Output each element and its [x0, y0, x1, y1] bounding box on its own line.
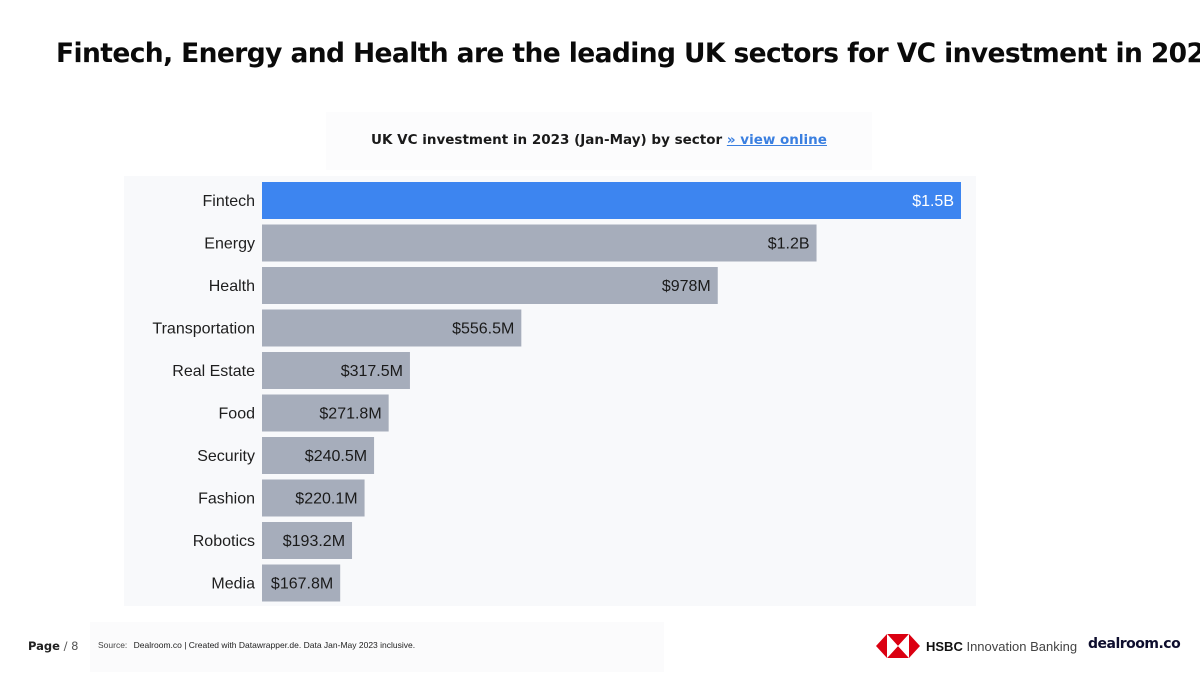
chart-title-panel	[326, 112, 872, 170]
value-label-security: $240.5M	[305, 448, 367, 465]
page-label: Page	[28, 639, 60, 653]
source-panel	[90, 622, 664, 672]
value-label-transportation: $556.5M	[452, 321, 514, 338]
bar-food	[262, 394, 389, 432]
source-label: Source:	[98, 640, 128, 650]
category-label-media: Media	[211, 576, 255, 593]
category-label-robotics: Robotics	[193, 533, 255, 550]
value-label-fintech: $1.5B	[912, 193, 954, 210]
bar-fintech	[262, 182, 961, 219]
value-label-real-estate: $317.5M	[341, 363, 403, 380]
hsbc-hexagon-icon	[876, 634, 920, 658]
value-label-energy: $1.2B	[768, 236, 810, 253]
hsbc-brand: HSBC	[926, 638, 963, 654]
bar-security	[262, 437, 375, 474]
bar-media	[262, 564, 341, 602]
category-label-energy: Energy	[204, 236, 255, 253]
dealroom-logo: dealroom.co	[1088, 636, 1181, 652]
category-label-security: Security	[197, 448, 255, 465]
bar-health	[262, 267, 718, 304]
view-online-link[interactable]: » view online	[726, 132, 827, 148]
value-label-food: $271.8M	[319, 406, 381, 423]
page-headline: Fintech, Energy and Health are the leadi…	[56, 38, 1200, 69]
hsbc-suffix: Innovation Banking	[966, 638, 1078, 654]
value-label-media: $167.8M	[271, 576, 333, 593]
bar-transportation	[262, 309, 522, 347]
source-note: Source: Dealroom.co | Created with Dataw…	[98, 640, 415, 650]
category-label-fintech: Fintech	[203, 193, 255, 210]
source-text: Dealroom.co | Created with Datawrapper.d…	[133, 640, 416, 650]
hsbc-logo: HSBC Innovation Banking	[876, 634, 1077, 658]
page-number: / 8	[63, 639, 79, 653]
category-label-real-estate: Real Estate	[172, 363, 255, 380]
page-indicator: Page / 8	[28, 639, 78, 653]
bar-energy	[262, 224, 817, 262]
category-label-food: Food	[219, 406, 255, 423]
category-label-transportation: Transportation	[152, 321, 255, 338]
bar-real-estate	[262, 352, 410, 389]
value-label-health: $978M	[662, 278, 711, 295]
value-label-robotics: $193.2M	[283, 533, 345, 550]
category-label-health: Health	[209, 278, 255, 295]
value-label-fashion: $220.1M	[295, 491, 357, 508]
chart-title-text: UK VC investment in 2023 (Jan-May) by se…	[371, 132, 723, 148]
bar-fashion	[262, 479, 365, 517]
hsbc-wordmark: HSBC Innovation Banking	[926, 639, 1077, 654]
category-label-fashion: Fashion	[198, 491, 255, 508]
chart-title: UK VC investment in 2023 (Jan-May) by se…	[326, 132, 872, 148]
bar-robotics	[262, 522, 353, 559]
